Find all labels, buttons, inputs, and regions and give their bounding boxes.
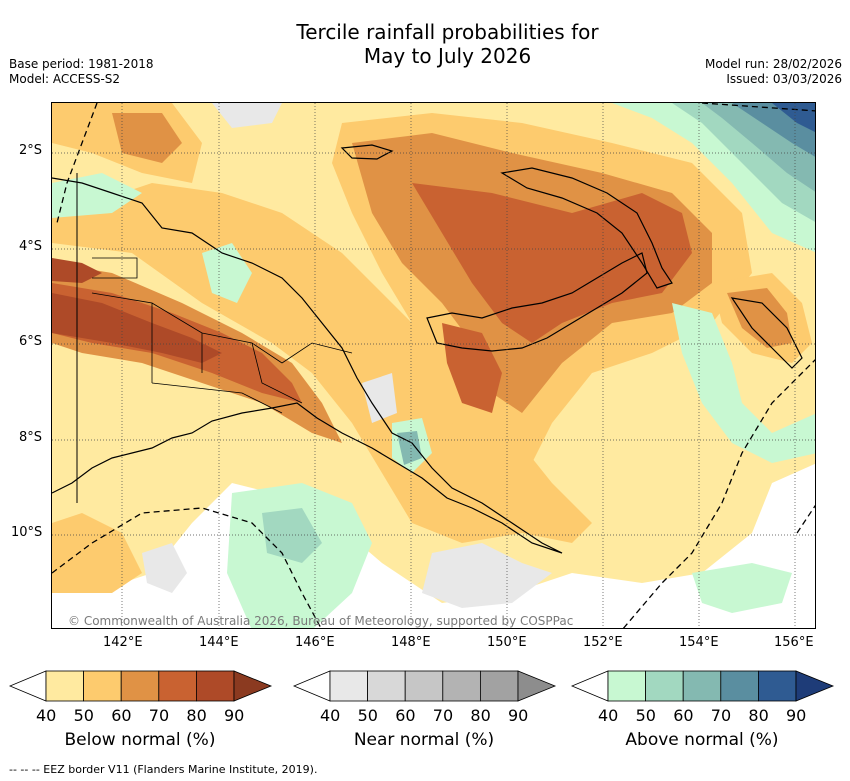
copyright-note: © Commonwealth of Australia 2026, Bureau… [68, 614, 574, 628]
lon-label-148e: 148°E [391, 635, 431, 650]
title-line-2: May to July 2026 [363, 44, 532, 68]
below-60-northwest [112, 113, 182, 163]
colorbar-below-label: Below normal (%) [64, 730, 216, 750]
model-run: Model run: 28/02/2026 [704, 57, 842, 71]
colorbar-near-segment [404, 670, 444, 702]
above-60-center [397, 431, 422, 465]
lat-label-8s: 8°S [19, 430, 43, 445]
coastline-manus [340, 144, 394, 160]
coastline-new-britain [426, 252, 648, 352]
issued-date: Issued: 03/03/2026 [726, 72, 842, 86]
colorbar-above-segment [758, 670, 797, 702]
colorbar-above-segment [645, 670, 684, 702]
eez-border-north [56, 103, 98, 224]
colorbar-below-upper-extend [233, 670, 273, 702]
colorbar-near-tick: 70 [432, 706, 454, 725]
colorbars [8, 670, 835, 702]
colorbar-above [570, 670, 835, 702]
colorbar-near [292, 670, 557, 702]
colorbar-above-tick: 70 [710, 706, 732, 725]
probability-map [51, 102, 816, 629]
near-40-south [422, 543, 552, 608]
below-50-south [52, 513, 142, 593]
near-40-southwest [142, 543, 187, 593]
colorbar-near-upper-extend [517, 670, 557, 702]
colorbar-below-tick: 60 [111, 706, 132, 725]
colorbar-near-tick: 40 [320, 706, 341, 725]
below-50-west [52, 183, 592, 543]
lon-label-150e: 150°E [487, 635, 527, 650]
colorbar-below-segment [83, 670, 122, 702]
above-40-southeast [692, 563, 792, 613]
title-line-1: Tercile rainfall probabilities for [296, 20, 599, 44]
colorbar-below-tick: 40 [36, 706, 57, 725]
colorbar-below [8, 670, 273, 702]
lon-label-146e: 146°E [295, 635, 335, 650]
colorbar-above-tick: 50 [635, 706, 656, 725]
colorbar-below-tick: 80 [186, 706, 207, 725]
eez-border-east [622, 103, 815, 628]
lat-label-6s: 6°S [19, 334, 43, 349]
lon-label-152e: 152°E [583, 635, 623, 650]
eez-footnote: -- -- -- EEZ border V11 (Flanders Marine… [9, 763, 318, 776]
colorbar-below-segment [158, 670, 197, 702]
colorbar-above-tick: 60 [673, 706, 694, 725]
meta-left: Base period: 1981-2018 Model: ACCESS-S2 [9, 57, 154, 87]
province-borders [91, 257, 353, 414]
meta-right: Model run: 28/02/2026 Issued: 03/03/2026 [705, 57, 842, 87]
lon-label-156e: 156°E [774, 635, 814, 650]
colorbar-below-tick: 50 [73, 706, 94, 725]
lon-label-154e: 154°E [679, 635, 719, 650]
above-40-northwest [202, 243, 252, 303]
below-70-lower [442, 323, 502, 413]
coastline-new-ireland [500, 167, 673, 289]
above-50-south [262, 508, 322, 563]
colorbar-below-segment [45, 670, 84, 702]
near-40-north [212, 103, 282, 128]
coastline-new-guinea [52, 177, 563, 554]
coastline-bougainville [730, 297, 803, 369]
colorbar-above-tick: 40 [598, 706, 619, 725]
colorbar-near-segment [479, 670, 519, 702]
colorbar-above-label: Above normal (%) [625, 730, 779, 750]
colorbar-near-segment [367, 670, 406, 702]
eez-border-south [52, 507, 322, 628]
colorbar-above-lower-extend [570, 670, 609, 702]
lon-gridlines [121, 103, 796, 628]
chart-title: Tercile rainfall probabilities for May t… [0, 20, 850, 68]
colorbar-below-segment [195, 670, 235, 702]
above-40-west [52, 173, 142, 218]
colorbar-near-tick: 80 [470, 706, 491, 725]
colorbar-near-lower-extend [292, 670, 331, 702]
map-canvas [52, 103, 815, 628]
below-80-west [52, 293, 222, 363]
colorbar-near-segment [329, 670, 368, 702]
lon-label-144e: 144°E [199, 635, 239, 650]
colorbar-near-label: Near normal (%) [353, 730, 495, 750]
colorbar-below-lower-extend [8, 670, 47, 702]
colorbar-near-tick: 90 [508, 706, 529, 725]
colorbar-above-segment [682, 670, 722, 702]
colorbar-above-tick: 90 [786, 706, 807, 725]
lat-label-4s: 4°S [19, 239, 43, 254]
colorbar-above-tick: 80 [748, 706, 769, 725]
near-40-center [362, 373, 397, 423]
model-name: Model: ACCESS-S2 [9, 72, 121, 86]
colorbar-near-tick: 60 [395, 706, 416, 725]
colorbar-above-upper-extend [795, 670, 835, 702]
below-70-central [412, 183, 692, 343]
above-40-east [672, 303, 815, 463]
colorbar-below-segment [120, 670, 160, 702]
colorbar-below-tick: 90 [224, 706, 245, 725]
lat-label-2s: 2°S [19, 143, 43, 158]
below-60-east [727, 288, 792, 348]
lat-label-10s: 10°S [11, 525, 43, 540]
base-period: Base period: 1981-2018 [9, 57, 154, 71]
colorbar-near-tick: 50 [357, 706, 378, 725]
colorbar-above-segment [607, 670, 646, 702]
colorbar-above-segment [720, 670, 759, 702]
lon-label-142e: 142°E [103, 635, 143, 650]
colorbar-below-tick: 70 [148, 706, 170, 725]
colorbar-near-segment [442, 670, 481, 702]
